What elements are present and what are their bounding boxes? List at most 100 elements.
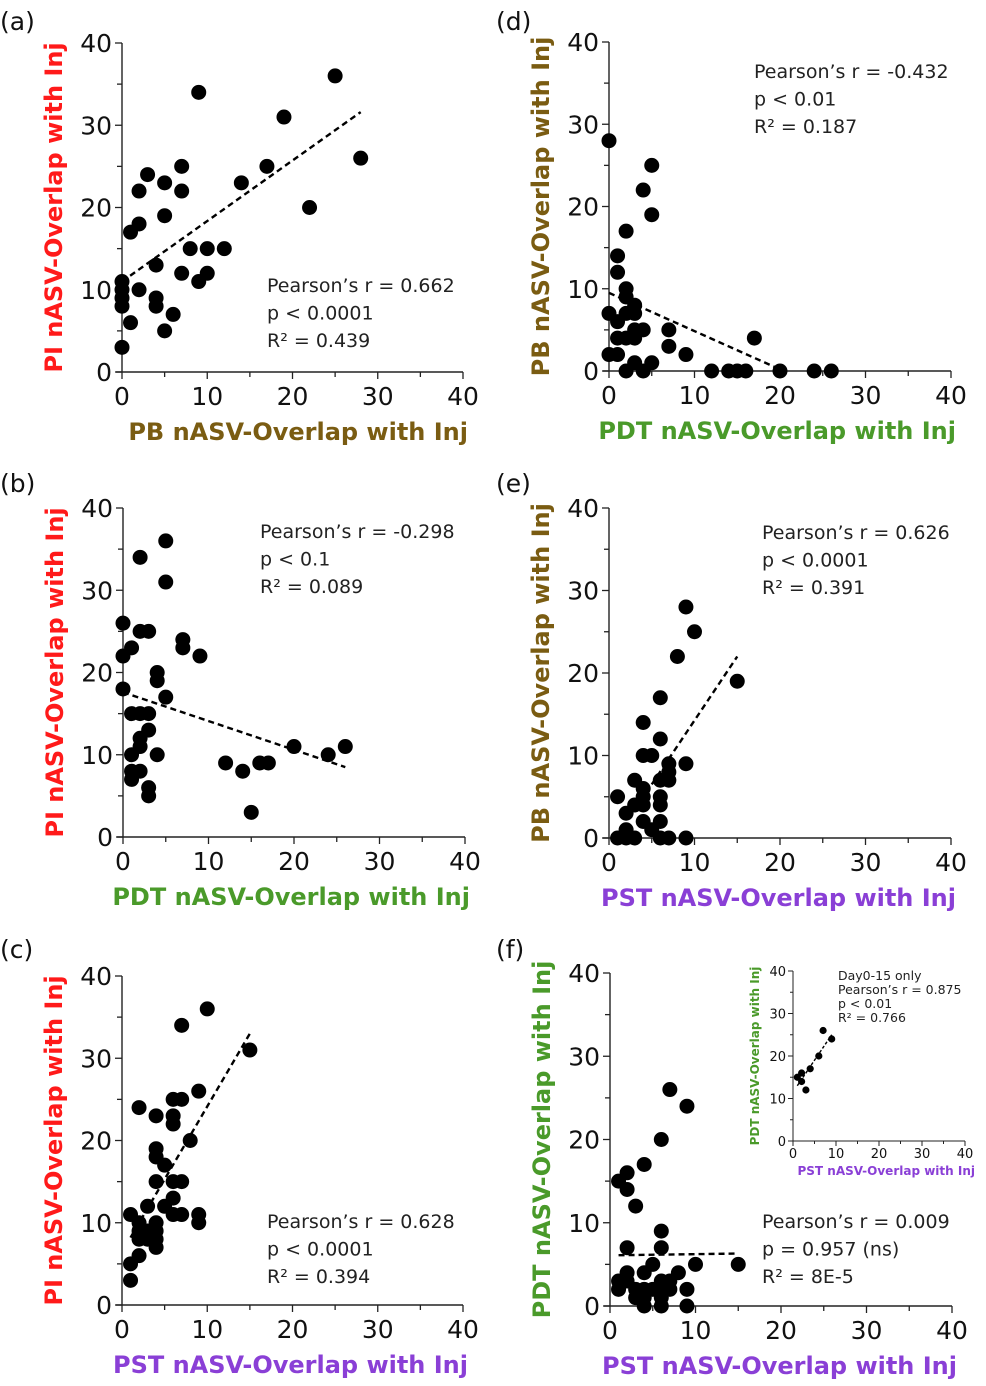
data-point: [618, 281, 634, 297]
data-point: [653, 1223, 669, 1239]
data-point: [610, 264, 626, 280]
data-point: [619, 1165, 635, 1181]
data-point: [182, 241, 198, 257]
panel-d: (d) 0 10 20 30 40 0 10 20 30 40 PDT nASV-Overlap wi…: [496, 7, 967, 445]
data-point: [233, 175, 249, 191]
stat-annotation: Pearson’s r = 0.875: [838, 982, 961, 997]
data-point: [687, 624, 702, 640]
data-point: [678, 830, 694, 846]
data-point: [132, 549, 148, 565]
data-point: [337, 739, 353, 755]
x-tick-label: 40: [936, 1316, 968, 1345]
x-axis-title: PST nASV-Overlap with Inj: [113, 1351, 468, 1379]
y-tick-label: 40: [80, 962, 112, 991]
data-point: [652, 690, 668, 706]
data-point: [131, 183, 147, 199]
x-tick-label: 20: [871, 1147, 888, 1162]
stat-annotation: Pearson’s r = 0.626: [762, 522, 950, 544]
data-point: [627, 830, 643, 846]
x-tick-label: 0: [789, 1147, 797, 1162]
data-point: [182, 1133, 198, 1148]
y-tick-label: 40: [567, 28, 599, 57]
x-tick-label: 10: [679, 381, 711, 410]
panel-label: (a): [0, 7, 35, 36]
data-point: [174, 183, 190, 199]
data-point: [806, 363, 822, 379]
regression-line: [618, 1252, 739, 1257]
x-tick-label: 10: [679, 848, 711, 877]
y-tick-label: 10: [80, 276, 112, 305]
data-point: [199, 241, 215, 257]
x-tick-label: 20: [278, 847, 310, 876]
data-point: [141, 780, 157, 796]
panel-b: (b) 0 10 20 30 40 0 10 20 30 40 PDT nASV-Overlap wi…: [0, 469, 481, 911]
y-tick-label: 0: [778, 1135, 786, 1150]
data-point: [679, 1098, 695, 1114]
data-point: [806, 1065, 814, 1073]
y-axis-title: PDT nASV-Overlap with Inj: [748, 967, 762, 1146]
data-point: [635, 322, 651, 338]
data-point: [772, 363, 788, 379]
x-axis-title: PDT nASV-Overlap with Inj: [112, 883, 470, 911]
data-point: [141, 706, 157, 722]
data-point: [141, 623, 157, 639]
x-tick-label: 30: [850, 381, 882, 410]
y-axis-title: PI nASV-Overlap with Inj: [40, 975, 68, 1305]
x-tick-label: 10: [191, 1315, 223, 1344]
y-tick-label: 20: [80, 194, 112, 223]
data-point: [218, 755, 234, 771]
x-tick-label: 40: [447, 382, 479, 411]
data-point: [661, 830, 677, 846]
data-point: [174, 1207, 190, 1223]
data-point: [635, 781, 651, 796]
y-axis-title: PI nASV-Overlap with Inj: [41, 507, 69, 837]
y-tick-label: 10: [567, 275, 599, 304]
x-tick-label: 30: [850, 848, 882, 877]
data-point: [115, 615, 131, 631]
stat-annotation: p < 0.0001: [762, 550, 869, 572]
stat-annotation: Day0-15 only: [838, 968, 922, 983]
stat-annotation: Pearson’s r = 0.628: [267, 1211, 455, 1233]
data-point: [618, 223, 634, 239]
x-tick-label: 20: [277, 1315, 309, 1344]
inset-chart: 0 10 20 30 40 0 10 20 30 40 PST nASV-Overlap with …: [748, 965, 975, 1178]
data-point: [157, 175, 173, 191]
panel-label: (c): [0, 935, 33, 964]
stat-annotation: R² = 8E-5: [762, 1266, 854, 1288]
data-point: [746, 330, 762, 346]
regression-line: [121, 111, 362, 283]
y-tick-label: 40: [81, 494, 113, 523]
y-tick-label: 20: [81, 659, 113, 688]
data-point: [815, 1052, 823, 1060]
data-point: [123, 315, 139, 331]
y-tick-label: 20: [567, 193, 599, 222]
data-point: [601, 133, 617, 149]
y-tick-label: 0: [583, 357, 599, 386]
stat-annotation: R² = 0.439: [267, 330, 370, 352]
data-point: [131, 282, 147, 298]
data-point: [619, 1240, 635, 1256]
y-axis-title: PI nASV-Overlap with Inj: [40, 42, 68, 372]
data-point: [610, 347, 626, 363]
data-point: [802, 1086, 810, 1094]
x-tick-label: 0: [115, 847, 131, 876]
data-point: [661, 322, 677, 338]
stat-annotation: p = 0.957 (ns): [762, 1239, 899, 1261]
data-point: [669, 649, 685, 664]
y-tick-label: 20: [80, 1127, 112, 1156]
regression-line: [122, 691, 346, 769]
data-point: [141, 722, 157, 738]
y-axis-title: PB nASV-Overlap with Inj: [527, 503, 555, 843]
data-point: [610, 248, 626, 264]
data-point: [729, 673, 745, 689]
y-axis-title: PDT nASV-Overlap with Inj: [528, 961, 556, 1319]
x-tick-label: 30: [362, 1315, 394, 1344]
y-tick-label: 10: [80, 1209, 112, 1238]
x-tick-label: 30: [364, 847, 396, 876]
y-tick-label: 20: [568, 1126, 600, 1155]
panel-a: (a) 0 10 20 30 40 0 10 20 30 40 PB nASV-Overlap wit…: [0, 7, 479, 446]
x-tick-label: 40: [449, 847, 481, 876]
data-point: [148, 1141, 164, 1157]
data-point: [636, 1156, 652, 1172]
data-point: [131, 216, 147, 232]
